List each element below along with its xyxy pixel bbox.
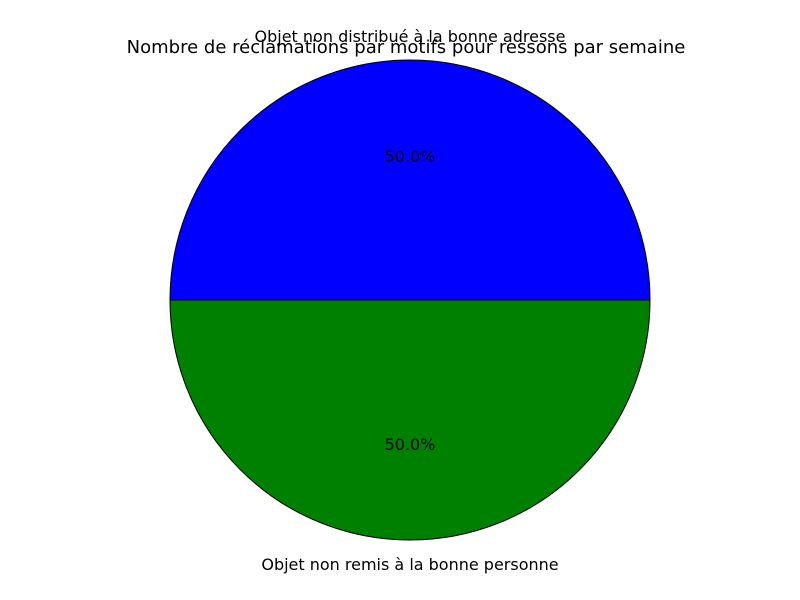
category-label-2: Objet non remis à la bonne personne [261,555,558,574]
category-labels: Objet non distribué à la bonne adresse Ob… [255,27,566,574]
pie-slice-1 [169,59,651,301]
percent-label-2: 50.0% [385,435,436,454]
percent-label-1: 50.0% [385,147,436,166]
percent-labels: 50.0% 50.0% [385,147,436,454]
pie-slice-2 [169,299,651,541]
chart-title: Nombre de réclamations par motifs pour r… [127,37,686,58]
category-label-1: Objet non distribué à la bonne adresse [255,27,566,46]
pie-slices [169,59,651,541]
